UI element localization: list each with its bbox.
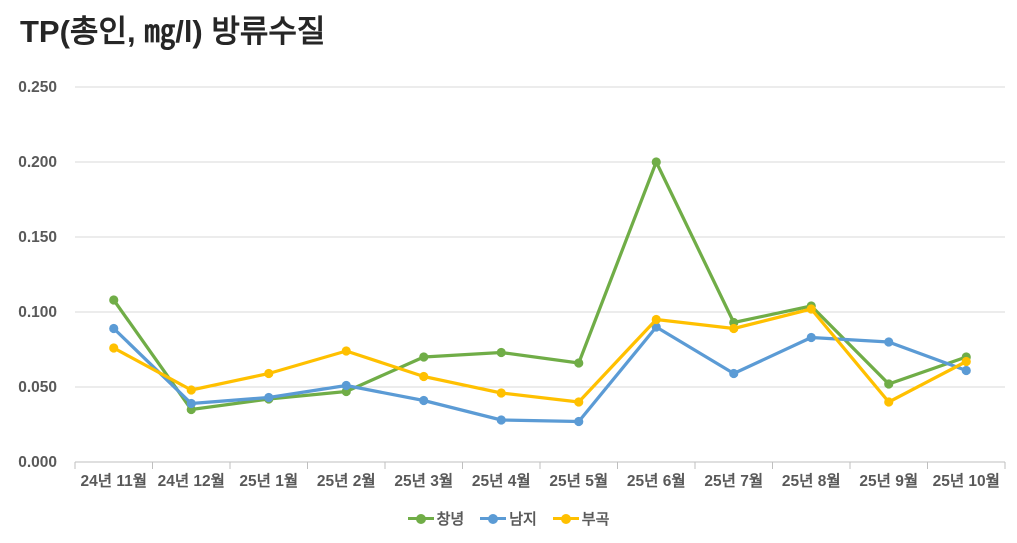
data-point [574, 397, 584, 407]
data-point [109, 343, 119, 353]
data-point [651, 314, 661, 325]
data-point [186, 398, 196, 409]
x-axis-label: 25년 5월 [549, 471, 608, 490]
data-point [651, 322, 661, 332]
chart-title: TP(총인, ㎎/l) 방류수질 [20, 14, 326, 49]
x-axis-label: 24년 11월 [81, 471, 147, 490]
x-axis-label: 24년 12월 [158, 471, 225, 490]
legend-marker-changnyeong-icon [407, 513, 434, 524]
x-axis-label: 25년 4월 [472, 471, 531, 490]
legend-label-bugok: 부곡 [581, 511, 610, 528]
y-axis-label: 0.200 [18, 154, 57, 171]
y-axis-label: 0.250 [18, 79, 57, 96]
y-axis-label: 0.000 [18, 454, 57, 471]
y-axis-label: 0.050 [18, 379, 57, 396]
data-point [806, 332, 816, 343]
data-point [109, 295, 119, 305]
data-point [109, 323, 119, 334]
legend-label-changnyeong: 창녕 [436, 511, 465, 528]
x-axis-label: 25년 7월 [704, 471, 763, 490]
data-point [729, 323, 739, 334]
data-point [419, 395, 429, 406]
legend-item-changnyeong[interactable]: 창녕 [407, 508, 465, 529]
series-line-2 [112, 307, 968, 404]
legend-item-namji[interactable]: 남지 [480, 508, 537, 529]
data-point [419, 371, 429, 382]
data-point [729, 368, 739, 379]
legend-marker-bugok-icon [552, 513, 579, 524]
x-axis-label: 25년 2월 [317, 471, 376, 490]
x-axis-label: 25년 8월 [782, 471, 841, 490]
data-point [884, 397, 894, 407]
data-point [341, 346, 351, 356]
data-point [419, 352, 429, 362]
x-axis-label: 25년 3월 [394, 471, 453, 490]
y-axis-label: 0.100 [18, 304, 57, 321]
data-point [496, 388, 506, 398]
legend-marker-namji-icon [480, 513, 507, 524]
data-point [651, 157, 661, 167]
data-point [496, 347, 506, 358]
data-point [186, 385, 196, 395]
legend-item-bugok[interactable]: 부곡 [552, 508, 610, 529]
x-axis-label: 25년 6월 [627, 471, 686, 490]
y-axis-label: 0.150 [18, 229, 57, 246]
data-point [961, 365, 971, 376]
data-point [806, 304, 816, 314]
x-axis-label: 25년 1월 [239, 471, 298, 490]
x-axis-label: 25년 9월 [859, 471, 918, 490]
data-point [574, 416, 584, 427]
data-point [961, 356, 971, 367]
x-axis-label: 25년 10월 [933, 471, 1000, 490]
data-point [884, 337, 894, 347]
data-point [264, 392, 274, 403]
legend-label-namji: 남지 [509, 511, 537, 528]
data-point [341, 380, 351, 391]
data-point [496, 415, 506, 425]
series-line-0 [112, 160, 968, 412]
data-point [574, 358, 584, 368]
data-point [264, 368, 274, 379]
legend: 창녕 남지 부곡 [0, 508, 1017, 529]
series-line-1 [112, 325, 968, 424]
data-point [884, 379, 894, 389]
